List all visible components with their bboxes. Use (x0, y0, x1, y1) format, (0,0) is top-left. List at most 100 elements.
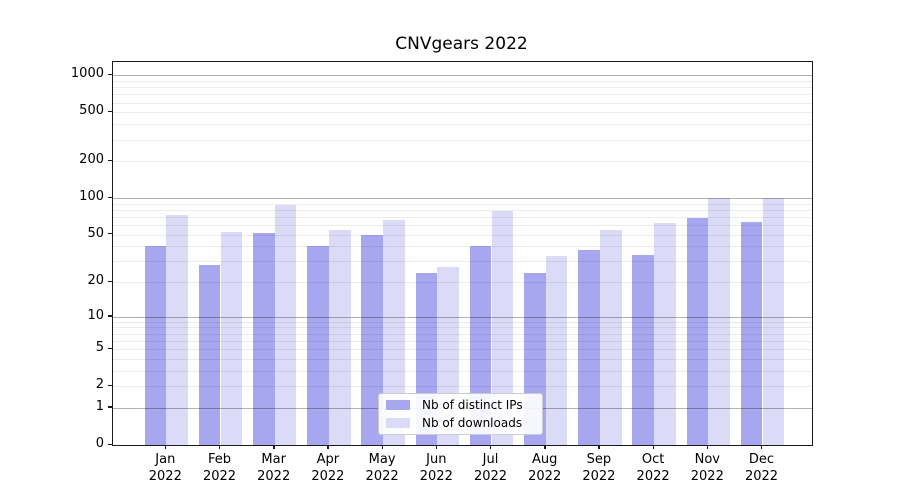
x-tick-label-jan: Jan 2022 (148, 452, 182, 484)
bar-downloads-may (383, 220, 405, 445)
x-axis-tick (435, 445, 438, 449)
gridline-minor (113, 216, 812, 218)
legend: Nb of distinct IPs Nb of downloads (378, 393, 543, 435)
bar-downloads-nov (708, 198, 730, 445)
bar-ips-apr (307, 246, 329, 445)
chart-title: CNVgears 2022 (395, 34, 528, 54)
y-axis-tick (108, 406, 112, 408)
bar-downloads-mar (274, 205, 297, 445)
gridline-minor (113, 203, 812, 205)
gridline-minor (113, 261, 812, 263)
gridline-minor (113, 161, 812, 163)
x-tick-label-aug: Aug 2022 (528, 452, 562, 484)
gridline-minor (113, 358, 812, 360)
legend-label-downloads: Nb of downloads (422, 416, 523, 430)
bar-ips-sep (578, 250, 600, 445)
x-axis-tick (544, 445, 546, 449)
gridline-minor (113, 139, 812, 141)
gridline-major (113, 75, 812, 77)
gridline-major (113, 198, 812, 200)
y-tick-label: 100 (79, 189, 104, 205)
gridline-minor (113, 370, 812, 372)
x-axis-tick (273, 445, 275, 449)
x-tick-label-may: May 2022 (365, 452, 399, 484)
gridline-minor (113, 112, 812, 114)
gridline-minor (113, 94, 812, 96)
bar-downloads-sep (599, 229, 622, 445)
y-tick-label: 5 (95, 340, 104, 356)
y-axis-tick (108, 280, 112, 282)
y-axis-tick (108, 196, 112, 198)
y-axis-tick (108, 443, 112, 445)
x-tick-label-feb: Feb 2022 (202, 452, 237, 484)
y-tick-label: 0 (95, 436, 104, 451)
y-tick-label: 500 (79, 103, 104, 119)
gridline-minor (113, 321, 812, 323)
x-tick-label-apr: Apr 2022 (311, 452, 345, 484)
legend-swatch-downloads (386, 418, 410, 428)
y-axis-tick (108, 159, 112, 162)
x-tick-label-mar: Mar 2022 (257, 452, 291, 484)
gridline-minor (113, 80, 812, 82)
x-axis-tick (327, 445, 329, 449)
bar-ips-dec (740, 222, 763, 445)
bar-downloads-oct (654, 223, 676, 445)
gridline-minor (113, 234, 812, 236)
x-axis-tick (219, 445, 221, 449)
x-axis-tick (164, 445, 167, 449)
gridline-minor (113, 282, 812, 284)
gridline-minor (113, 340, 812, 342)
x-tick-label-dec: Dec 2022 (744, 452, 779, 484)
x-tick-label-oct: Oct 2022 (636, 452, 670, 484)
gridline-minor (113, 246, 812, 248)
y-axis-tick (108, 110, 112, 113)
bar-ips-nov (686, 218, 709, 445)
bar-ips-feb (198, 264, 221, 445)
legend-item-distinct-ips: Nb of distinct IPs (386, 398, 534, 413)
gridline-minor (113, 349, 812, 351)
gridline-minor (113, 209, 812, 211)
gridline-minor (113, 102, 812, 104)
bar-downloads-jul (491, 211, 514, 445)
y-tick-label: 2 (95, 377, 104, 393)
y-tick-label: 50 (87, 225, 104, 241)
x-tick-label-jul: Jul 2022 (473, 452, 508, 484)
y-axis-tick (108, 73, 112, 76)
y-tick-label: 10 (87, 307, 104, 323)
gridline-minor (113, 124, 812, 126)
legend-label-distinct-ips: Nb of distinct IPs (422, 398, 523, 412)
y-axis-tick (108, 347, 112, 349)
x-axis-tick (490, 445, 492, 449)
bar-ips-may (361, 234, 384, 445)
gridline-minor (113, 225, 812, 226)
x-axis-tick (706, 445, 709, 449)
bar-downloads-apr (328, 229, 351, 445)
x-axis-tick (652, 445, 654, 449)
legend-swatch-distinct-ips (386, 400, 410, 410)
x-axis-tick (598, 445, 600, 449)
legend-item-downloads: Nb of downloads (386, 416, 534, 431)
bar-downloads-feb (220, 231, 243, 445)
bar-ips-oct (632, 254, 655, 445)
y-axis-tick (108, 315, 112, 317)
gridline-minor (113, 327, 812, 329)
bar-ips-mar (253, 232, 275, 445)
bar-downloads-dec (762, 198, 785, 445)
x-axis-tick (381, 445, 383, 449)
x-axis-tick (761, 445, 763, 449)
gridline-minor (113, 333, 812, 335)
x-tick-label-nov: Nov 2022 (690, 452, 724, 484)
gridline-minor (113, 386, 812, 388)
y-tick-label: 20 (87, 273, 104, 289)
bar-ips-jan (144, 246, 167, 445)
x-tick-label-sep: Sep 2022 (582, 452, 616, 484)
x-tick-label-jun: Jun 2022 (419, 452, 453, 484)
y-tick-label: 200 (79, 152, 104, 168)
gridline-minor (113, 87, 812, 89)
bar-downloads-jan (166, 215, 188, 445)
y-tick-label: 1000 (70, 66, 104, 82)
y-tick-label: 1 (95, 398, 104, 414)
y-axis-tick (108, 233, 112, 235)
y-axis-tick (108, 384, 112, 387)
